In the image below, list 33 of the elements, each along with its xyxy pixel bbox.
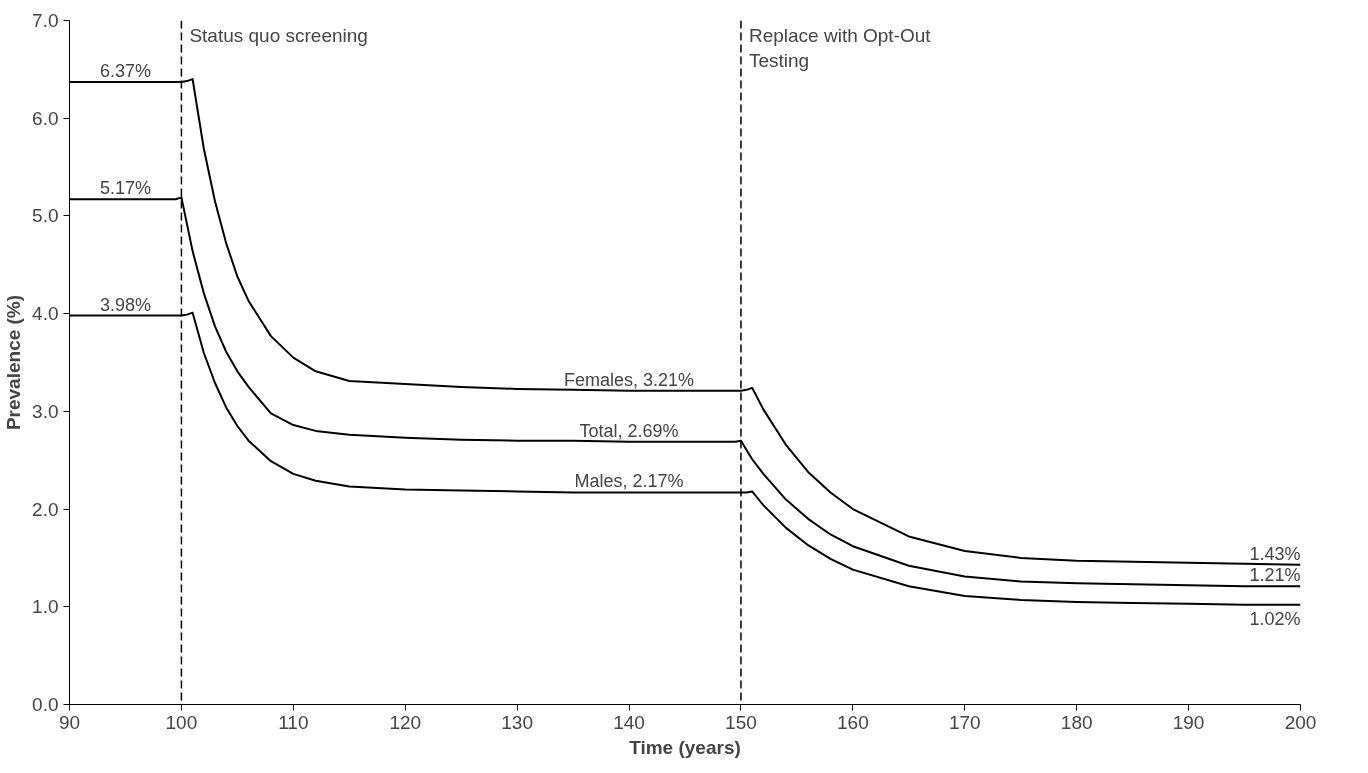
annotation: 1.02% xyxy=(1249,608,1301,629)
x-tick-label: 200 xyxy=(1284,711,1317,733)
y-tick-label: 2.0 xyxy=(32,498,59,520)
x-tick-label: 160 xyxy=(837,711,869,733)
x-tick-label: 130 xyxy=(501,711,533,733)
y-axis-title: Prevalence (%) xyxy=(3,294,25,431)
y-tick-label: 3.0 xyxy=(32,400,59,422)
annotation: 1.21% xyxy=(1249,565,1301,586)
annotation: 6.37% xyxy=(99,61,151,82)
y-tick-label: 1.0 xyxy=(32,596,59,618)
x-tick-label: 180 xyxy=(1060,711,1093,733)
x-axis-title: Time (years) xyxy=(629,736,741,758)
annotation: Females, 3.21% xyxy=(564,369,695,390)
x-tick-label: 190 xyxy=(1172,711,1205,733)
y-tick-label: 0.0 xyxy=(32,694,59,715)
x-tick-label: 90 xyxy=(58,711,81,733)
annotation: Total, 2.69% xyxy=(579,420,679,441)
ref-line-label: Replace with Opt-Out Testing xyxy=(748,24,932,71)
x-tick-label: 140 xyxy=(613,711,645,733)
x-tick-label: 120 xyxy=(389,711,422,733)
ref-line-label: Status quo screening xyxy=(189,24,368,46)
annotation: 1.43% xyxy=(1249,543,1301,564)
y-tick-label: 7.0 xyxy=(32,10,59,31)
annotation: 5.17% xyxy=(99,178,151,199)
x-tick-label: 170 xyxy=(948,711,981,733)
annotation: Males, 2.17% xyxy=(574,471,684,492)
x-tick-label: 150 xyxy=(725,711,757,733)
x-tick-label: 110 xyxy=(278,711,309,733)
y-tick-label: 6.0 xyxy=(32,107,59,129)
y-tick-label: 5.0 xyxy=(32,205,59,227)
y-tick-label: 4.0 xyxy=(32,303,59,325)
annotation: 3.98% xyxy=(99,294,151,315)
x-tick-label: 100 xyxy=(165,711,198,733)
